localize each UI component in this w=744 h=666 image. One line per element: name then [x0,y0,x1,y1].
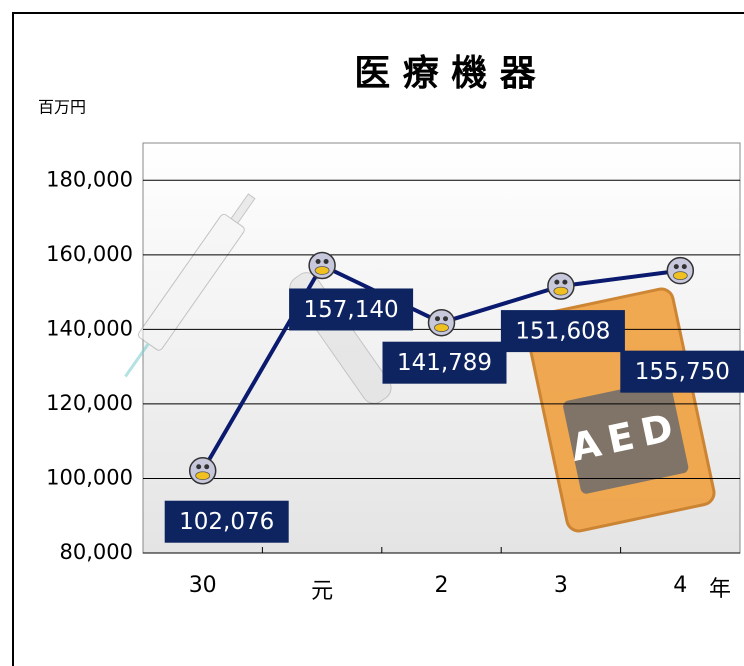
marker-eye [554,280,559,285]
y-tick-label: 180,000 [46,167,133,191]
marker-beak [196,472,210,480]
value-label: 102,076 [179,509,274,535]
marker [309,252,335,278]
value-label: 157,140 [304,297,399,323]
marker-eye [674,264,679,269]
x-tick-label: 30 [189,573,217,598]
marker-eye [316,259,321,264]
marker-eye [682,264,687,269]
x-label: 年 [709,577,731,602]
marker-eye [196,464,201,469]
marker [548,273,574,299]
value-label: 141,789 [397,350,492,376]
marker-eye [324,259,329,264]
marker [190,458,216,484]
y-unit: 百万円 [38,98,86,117]
marker [429,310,455,336]
x-tick-label: 元 [311,579,333,604]
marker-beak [673,272,687,280]
y-tick-label: 160,000 [46,242,133,266]
y-tick-label: 120,000 [46,391,133,415]
value-label: 151,608 [515,319,610,345]
y-tick-label: 140,000 [46,316,133,340]
marker-beak [554,287,568,295]
x-tick-label: 4 [673,573,687,598]
marker-eye [443,316,448,321]
marker-eye [562,280,567,285]
chart-title: 医 療 機 器 [354,53,537,94]
y-tick-label: 100,000 [46,465,133,489]
marker-beak [435,324,449,332]
x-tick-label: 3 [554,573,568,598]
marker-eye [204,464,209,469]
marker-eye [435,316,440,321]
chart: AED 医 療 機 器 百万円 年 80,000100,000120,00014… [0,0,744,666]
value-label: 155,750 [635,359,730,385]
y-tick-label: 80,000 [60,540,133,564]
marker [667,258,693,284]
marker-beak [315,266,329,274]
x-tick-label: 2 [435,573,449,598]
